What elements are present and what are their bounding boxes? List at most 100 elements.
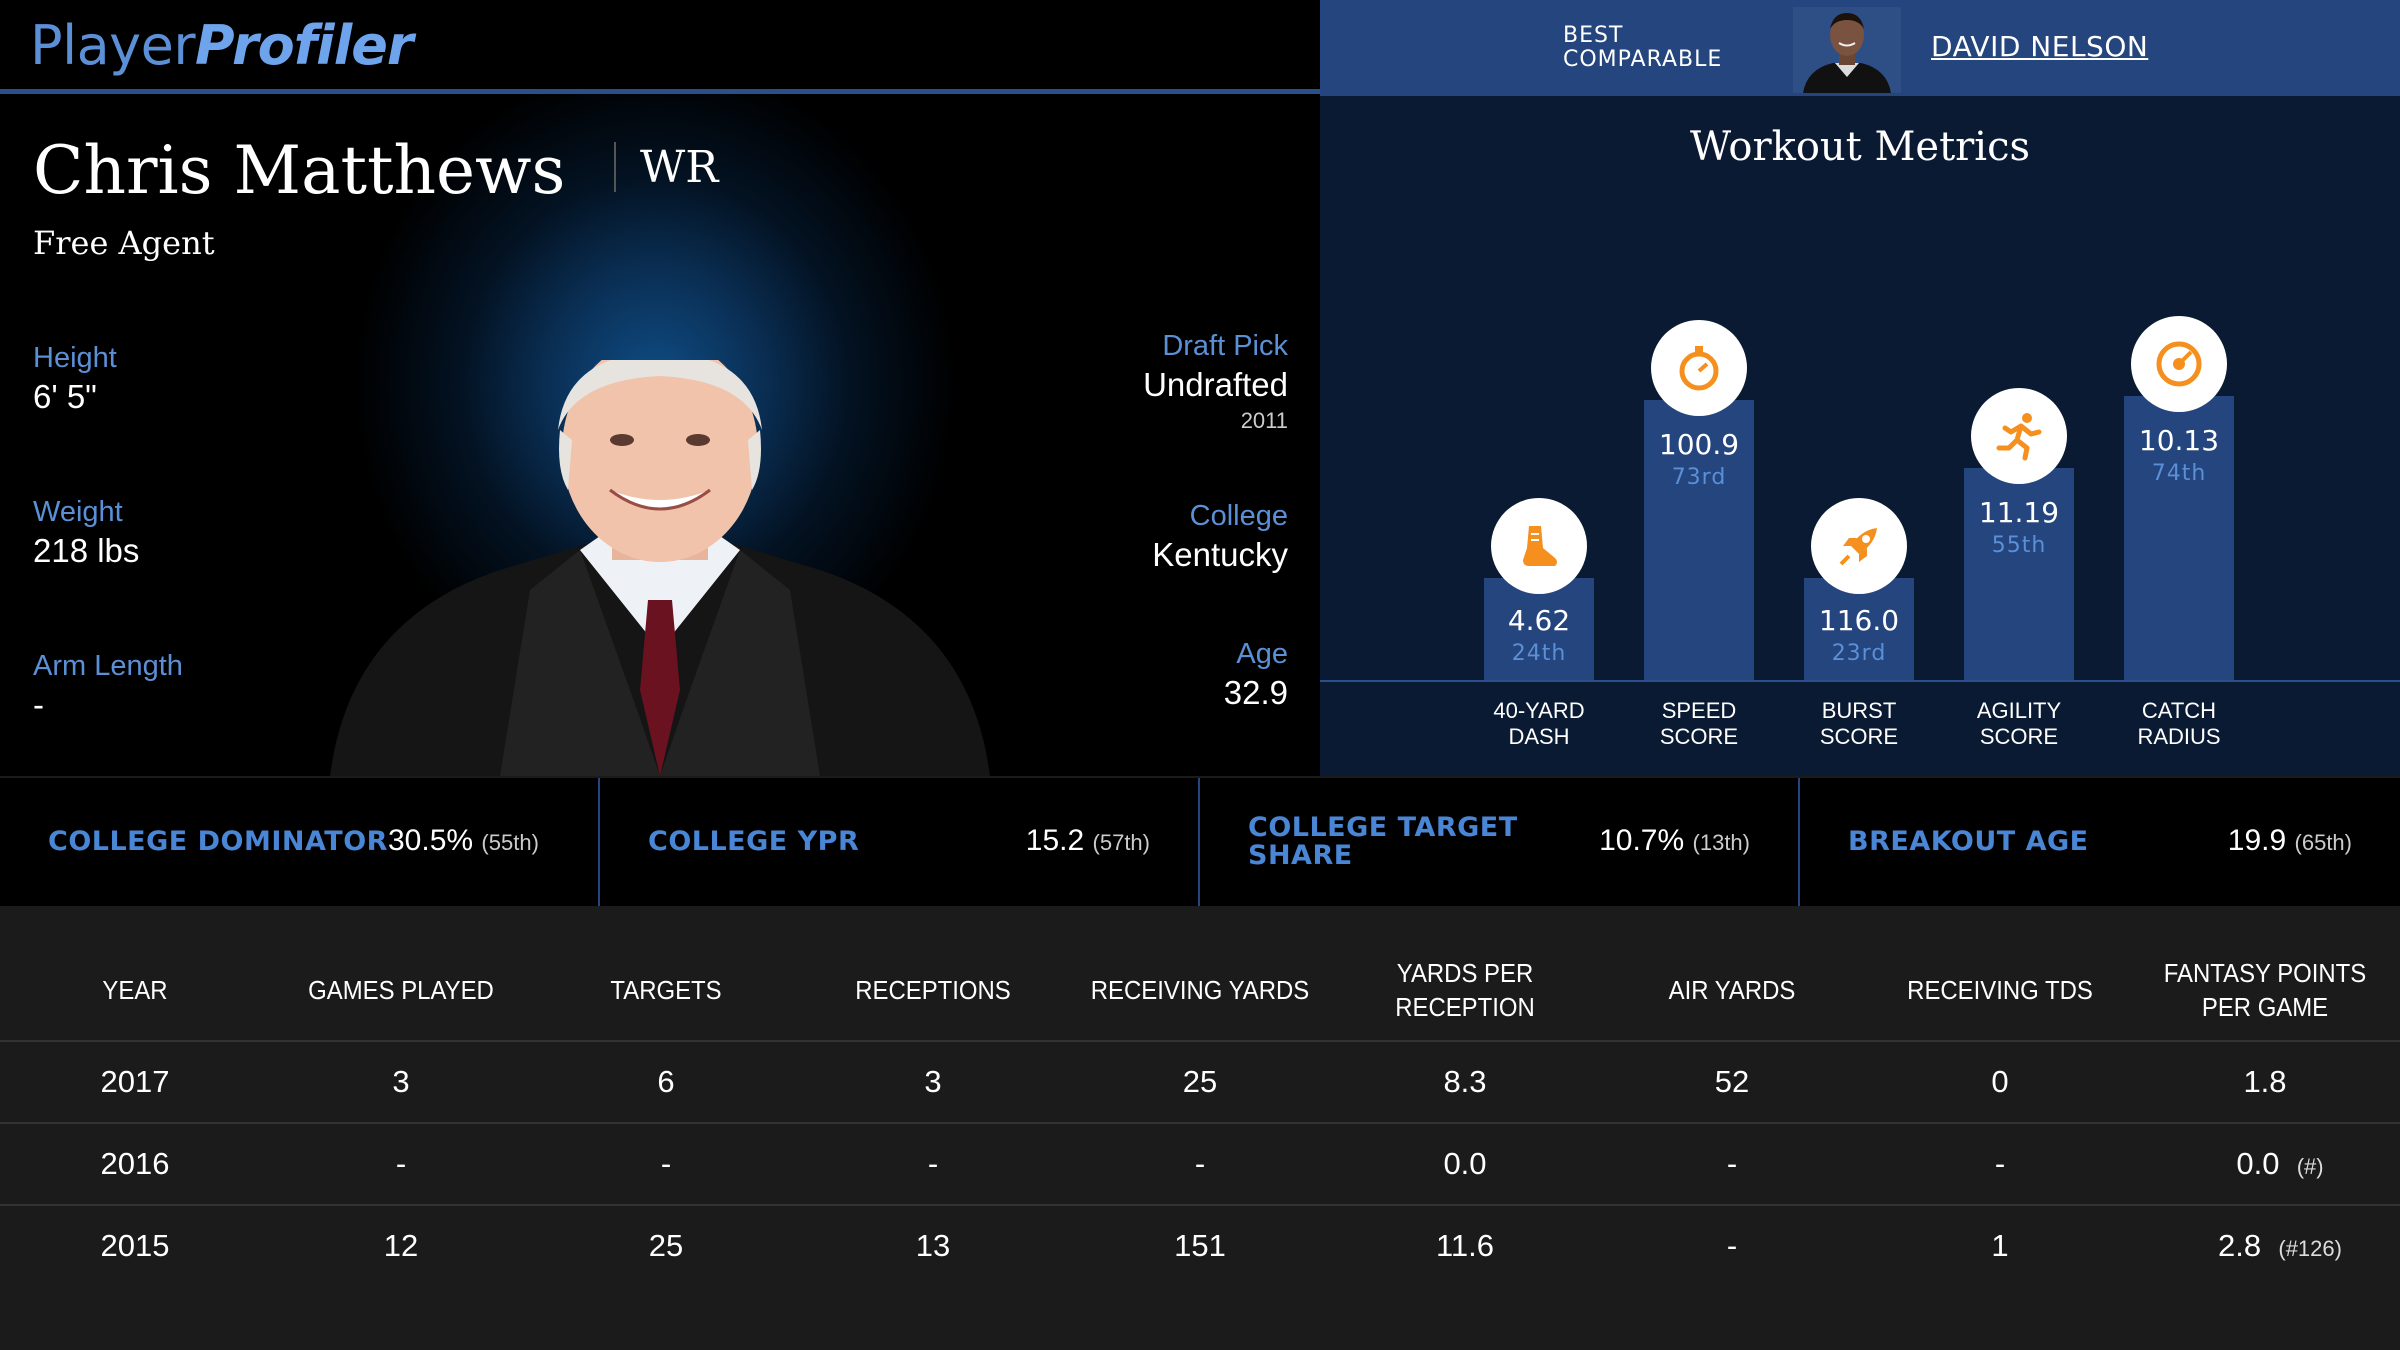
workout-baseline bbox=[1320, 680, 2400, 682]
college-ypr-value: 15.2 (57th) bbox=[1026, 824, 1150, 858]
draft-year: 2011 bbox=[1240, 408, 1288, 433]
breakout-age-label: BREAKOUT AGE bbox=[1848, 826, 2089, 857]
cell-receptions: 13 bbox=[915, 1228, 951, 1263]
player-name: Chris Matthews bbox=[33, 132, 566, 209]
cell-receiving-tds: 1 bbox=[1991, 1228, 2009, 1263]
agility-score-percentile: 55th bbox=[1991, 533, 2047, 558]
table-header-yards-per-reception: YARDS PER RECEPTION bbox=[1395, 958, 1535, 1022]
site-logo[interactable]: PlayerProfiler bbox=[30, 14, 413, 77]
agility-score-label: AGILITY SCORE bbox=[1939, 698, 2099, 750]
fantasy-ppg-rank: (#) bbox=[2296, 1154, 2324, 1179]
forty-yard-dash-percentile: 24th bbox=[1511, 641, 1567, 666]
fantasy-ppg-value: 1.8 bbox=[2243, 1064, 2287, 1099]
college-dominator-label: COLLEGE DOMINATOR bbox=[48, 826, 388, 857]
best-comparable-label-line2: COMPARABLE bbox=[1563, 47, 1723, 72]
cell-yards-per-reception: 11.6 bbox=[1435, 1228, 1495, 1263]
cell-receptions: - bbox=[927, 1146, 939, 1181]
agility-score-value: 11.19 bbox=[1978, 496, 2060, 529]
table-header-receptions: RECEPTIONS bbox=[855, 975, 1011, 1005]
forty-yard-dash-label-line2: DASH bbox=[1508, 724, 1570, 749]
agility-score-label-line2: SCORE bbox=[1979, 724, 2059, 749]
age-label: Age bbox=[1236, 638, 1288, 670]
cell-targets: 6 bbox=[657, 1064, 675, 1099]
draft-pick-value: Undrafted bbox=[1143, 366, 1288, 403]
arm-length-value: - bbox=[33, 686, 44, 723]
college-target-share-percentile: (13th) bbox=[1692, 830, 1750, 855]
burst-score-value: 116.0 bbox=[1818, 604, 1900, 637]
speed-score-label: SPEED SCORE bbox=[1619, 698, 1779, 750]
college-target-share-label-line1: COLLEGE TARGET bbox=[1248, 812, 1518, 843]
catch-radius-percentile: 74th bbox=[2151, 461, 2207, 486]
height-value: 6' 5" bbox=[33, 378, 97, 415]
best-comparable-label: BEST COMPARABLE bbox=[1563, 24, 1722, 72]
cell-receiving-yards: 151 bbox=[1174, 1228, 1226, 1263]
arm-length-label: Arm Length bbox=[33, 650, 183, 682]
stat-divider bbox=[1798, 778, 1800, 906]
cell-receiving-tds: 0 bbox=[1991, 1064, 2009, 1099]
table-header-games-played: GAMES PLAYED bbox=[308, 975, 494, 1005]
age-value: 32.9 bbox=[1223, 674, 1288, 711]
player-photo bbox=[330, 360, 990, 776]
college-target-share-label: COLLEGE TARGET SHARE bbox=[1248, 814, 1518, 870]
fantasy-ppg-value: 0.0 bbox=[2236, 1146, 2280, 1181]
workout-metrics-title: Workout Metrics bbox=[1689, 124, 2031, 170]
forty-yard-dash-label-line1: 40-YARD bbox=[1493, 698, 1585, 723]
logo-part-player: Player bbox=[30, 14, 196, 77]
table-header-fantasy-points-per-game: FANTASY POINTS PER GAME bbox=[2163, 958, 2367, 1022]
breakout-age-number: 19.9 bbox=[2227, 824, 2287, 857]
fantasy-ppg-rank: (#126) bbox=[2278, 1236, 2342, 1261]
cell-air-yards: - bbox=[1726, 1146, 1738, 1181]
stopwatch-icon bbox=[1651, 320, 1747, 416]
stat-divider bbox=[1198, 778, 1200, 906]
agility-score-bar bbox=[1964, 468, 2074, 680]
comparable-player-avatar bbox=[1793, 7, 1901, 93]
college-target-share-value: 10.7% (13th) bbox=[1599, 824, 1750, 858]
college-ypr-number: 15.2 bbox=[1025, 824, 1085, 857]
college-target-share-label-line2: SHARE bbox=[1248, 840, 1353, 871]
fantasy-ppg-value: 2.8 bbox=[2218, 1228, 2262, 1263]
table-row-divider bbox=[0, 1040, 2400, 1042]
name-position-divider bbox=[614, 142, 616, 192]
table-row-divider bbox=[0, 1122, 2400, 1124]
speed-score-value: 100.9 bbox=[1658, 428, 1740, 461]
speed-score-label-line1: SPEED bbox=[1661, 698, 1737, 723]
weight-label: Weight bbox=[33, 496, 123, 528]
speed-score-label-line2: SCORE bbox=[1659, 724, 1739, 749]
burst-score-label-line2: SCORE bbox=[1819, 724, 1899, 749]
college-stats-strip bbox=[0, 778, 2400, 906]
college-value: Kentucky bbox=[1152, 536, 1288, 573]
cell-receptions: 3 bbox=[924, 1064, 942, 1099]
running-shoe-icon bbox=[1491, 498, 1587, 594]
speed-score-percentile: 73rd bbox=[1671, 465, 1727, 490]
table-header-receiving-tds: RECEIVING TDS bbox=[1907, 975, 2093, 1005]
breakout-age-value: 19.9 (65th) bbox=[2228, 824, 2352, 858]
cell-fantasy-ppg: 1.8 bbox=[2165, 1064, 2365, 1100]
cell-air-yards: 52 bbox=[1714, 1064, 1750, 1099]
cell-games: 12 bbox=[383, 1228, 419, 1263]
burst-score-label: BURST SCORE bbox=[1779, 698, 1939, 750]
forty-yard-dash-bar bbox=[1484, 578, 1594, 680]
catch-radius-label-line1: CATCH bbox=[2141, 698, 2217, 723]
cell-receiving-yards: - bbox=[1194, 1146, 1206, 1181]
cell-targets: - bbox=[660, 1146, 672, 1181]
table-header-air-yards: AIR YARDS bbox=[1668, 975, 1796, 1005]
table-row-divider bbox=[0, 1204, 2400, 1206]
draft-pick-label: Draft Pick bbox=[1162, 330, 1288, 362]
catch-radius-bar bbox=[2124, 396, 2234, 680]
table-header-year: YEAR bbox=[102, 975, 168, 1005]
cell-games: 3 bbox=[392, 1064, 410, 1099]
cell-receiving-yards: 25 bbox=[1182, 1064, 1218, 1099]
forty-yard-dash-value: 4.62 bbox=[1507, 604, 1571, 637]
rocket-icon bbox=[1811, 498, 1907, 594]
cell-yards-per-reception: 8.3 bbox=[1443, 1064, 1487, 1099]
college-dominator-value: 30.5% (55th) bbox=[388, 824, 539, 858]
stat-divider bbox=[598, 778, 600, 906]
breakout-age-percentile: (65th) bbox=[2294, 830, 2352, 855]
best-comparable-label-line1: BEST bbox=[1563, 23, 1624, 48]
burst-score-bar bbox=[1804, 578, 1914, 680]
college-dominator-percentile: (55th) bbox=[481, 830, 539, 855]
comparable-player-link[interactable]: DAVID NELSON bbox=[1931, 30, 2149, 63]
cell-year: 2017 bbox=[100, 1064, 170, 1099]
cell-receiving-tds: - bbox=[1994, 1146, 2006, 1181]
agility-score-label-line1: AGILITY bbox=[1976, 698, 2062, 723]
